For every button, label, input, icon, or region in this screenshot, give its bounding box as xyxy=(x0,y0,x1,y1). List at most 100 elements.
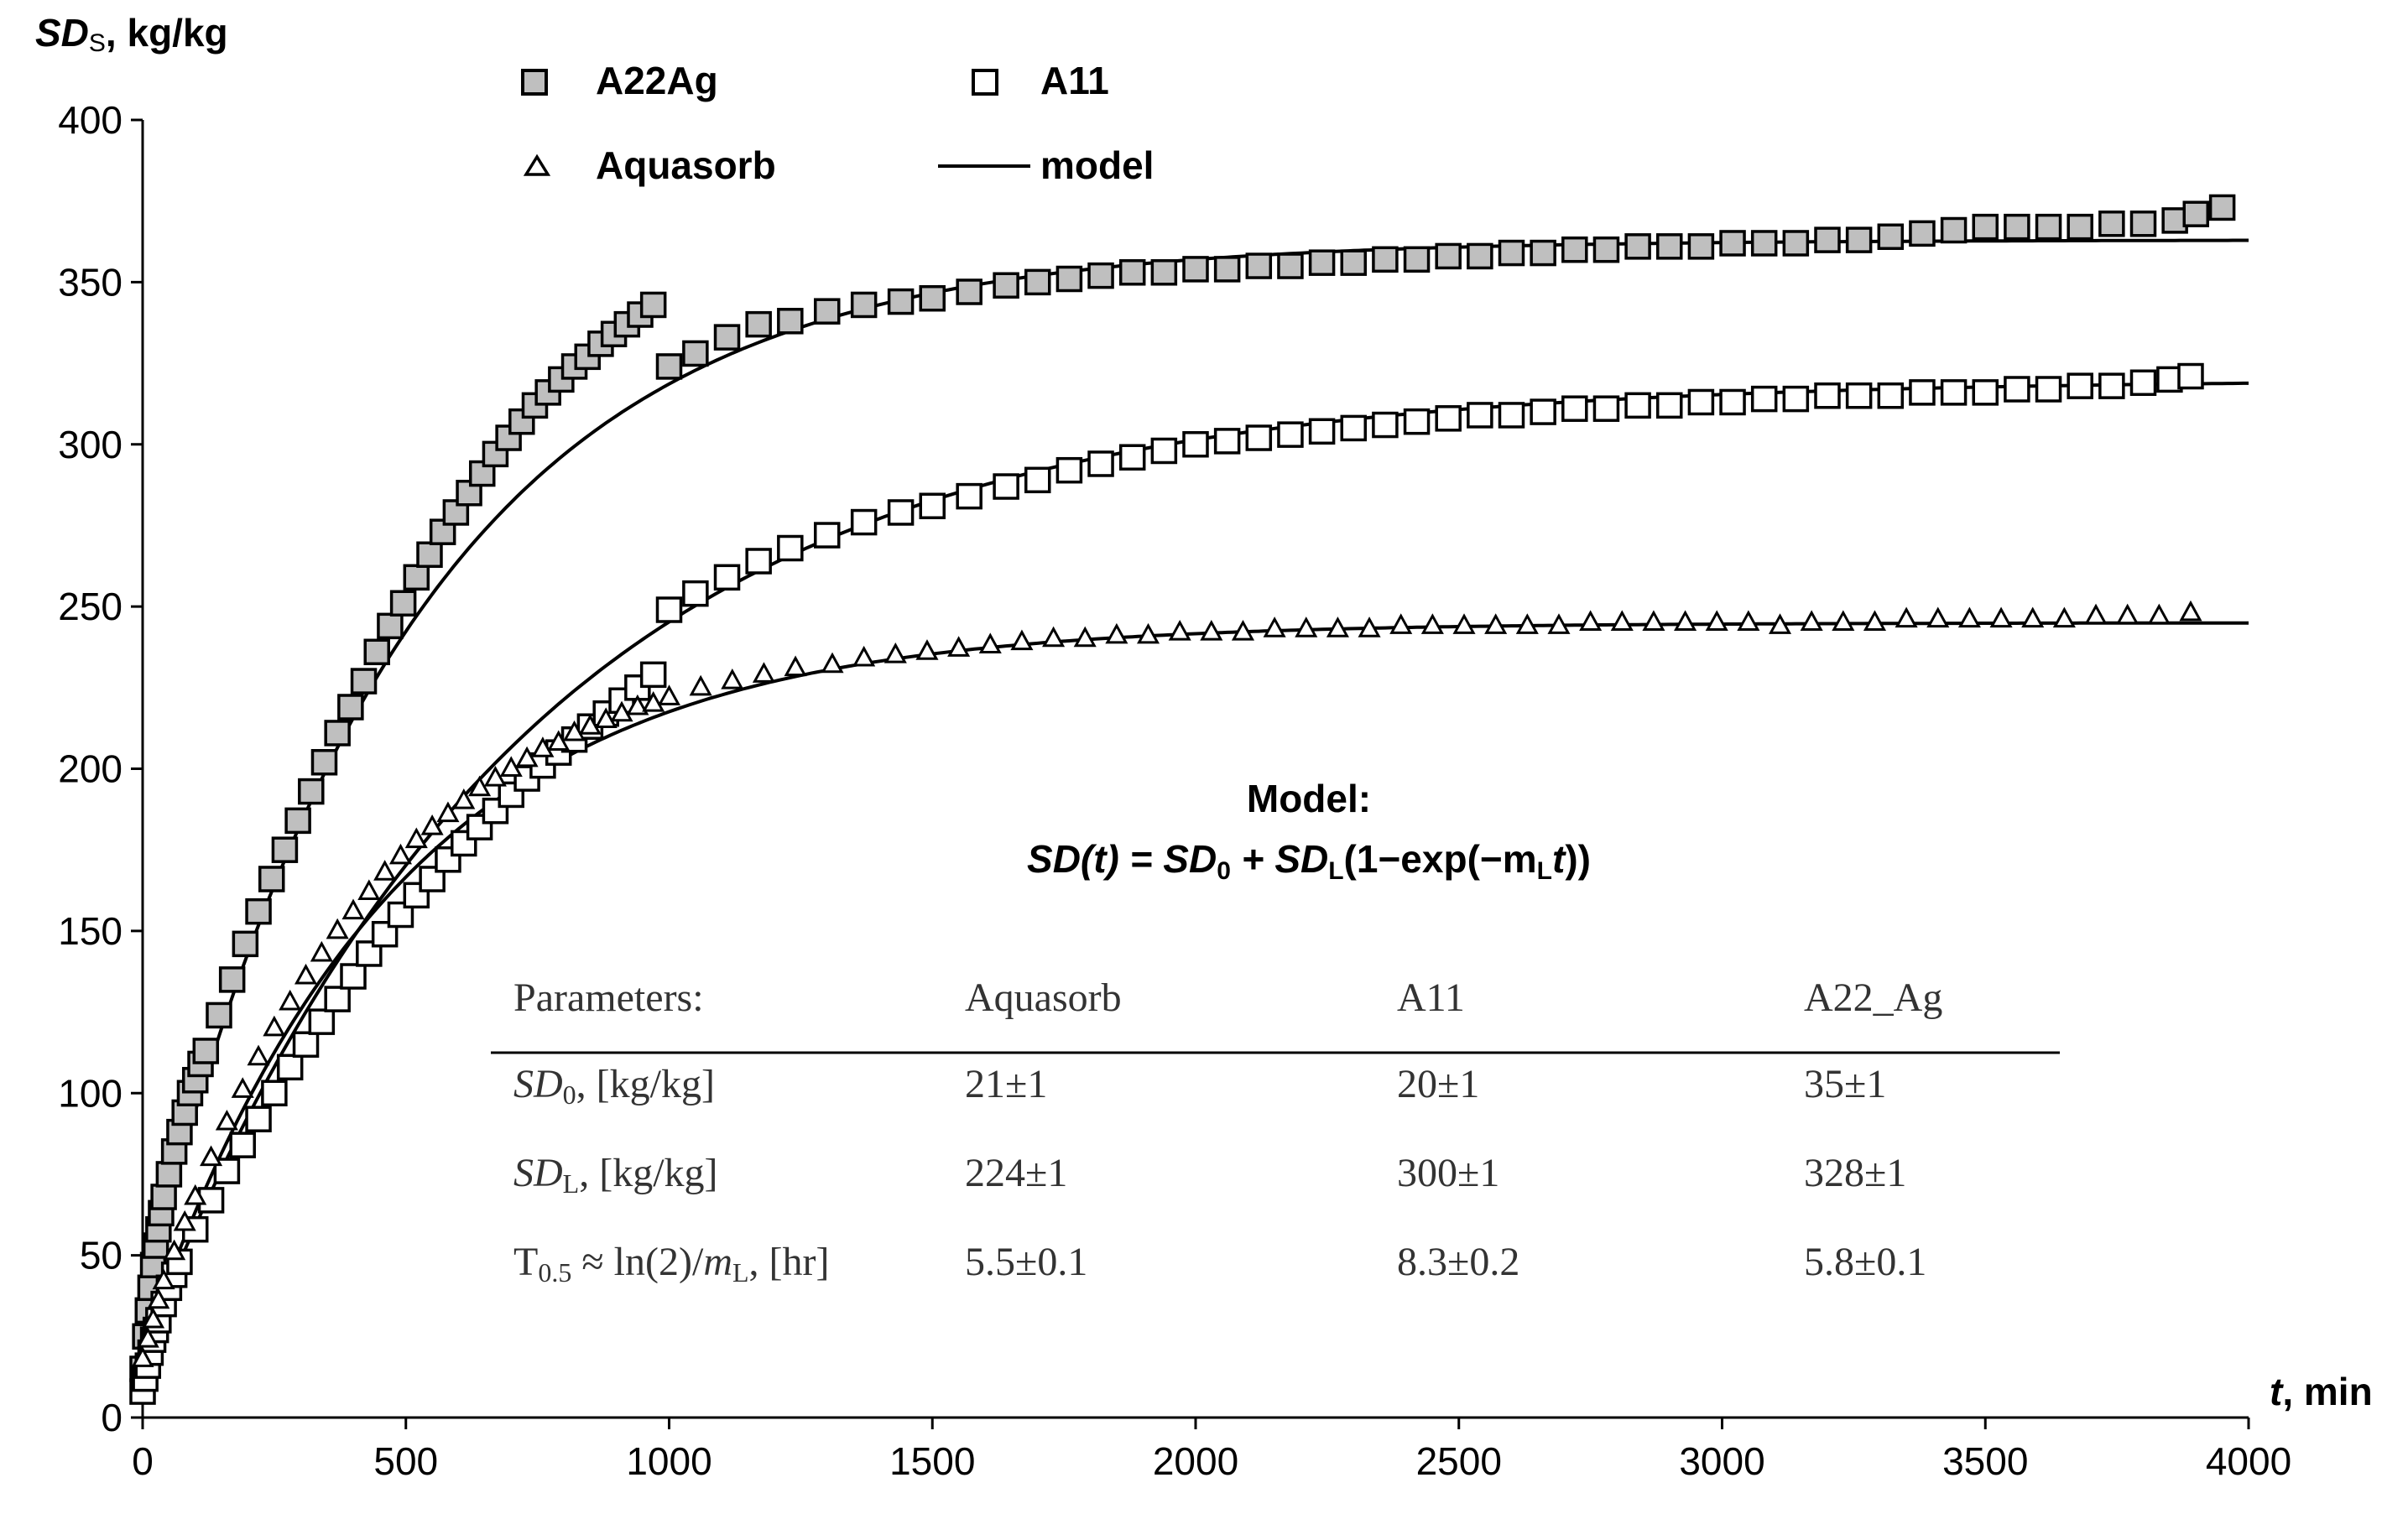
table-header-parameters: Parameters: xyxy=(513,976,704,1020)
data-point xyxy=(1592,395,1620,422)
data-point xyxy=(956,278,982,305)
formula-plus: + SD xyxy=(1231,837,1328,881)
data-point xyxy=(745,548,772,575)
data-point xyxy=(850,508,878,536)
data-point xyxy=(276,1054,304,1081)
table-row-t05-a11: 8.3±0.2 xyxy=(1397,1240,1519,1284)
data-point xyxy=(1750,230,1778,257)
data-point xyxy=(947,636,971,657)
formula-sub0: 0 xyxy=(1217,857,1231,885)
data-point xyxy=(1972,379,1999,406)
data-point xyxy=(499,756,523,777)
data-point xyxy=(2004,213,2030,241)
data-point xyxy=(192,1038,220,1064)
data-point xyxy=(639,661,667,689)
data-point xyxy=(642,691,665,712)
table-header-a11: A11 xyxy=(1397,976,1465,1020)
y-axis-title-unit: , kg/kg xyxy=(106,11,228,55)
data-point xyxy=(1782,385,1810,413)
data-point xyxy=(350,668,378,695)
data-point xyxy=(1200,619,1223,641)
y-tick-label: 50 xyxy=(80,1234,122,1277)
data-point xyxy=(142,1307,165,1329)
data-point xyxy=(1579,610,1603,631)
data-point xyxy=(919,492,946,519)
data-point xyxy=(1435,242,1462,270)
data-point xyxy=(1624,392,1651,419)
y-tick-label: 200 xyxy=(58,747,122,791)
legend-label-model: model xyxy=(1040,143,1154,187)
data-point xyxy=(2052,606,2076,628)
data-point xyxy=(1087,262,1114,289)
data-point xyxy=(231,1077,254,1098)
data-point xyxy=(1498,402,1525,429)
x-tick-label: 1000 xyxy=(626,1439,711,1483)
data-point xyxy=(2067,372,2093,399)
data-point xyxy=(1674,610,1697,631)
data-point xyxy=(1420,613,1444,634)
data-point xyxy=(1530,239,1556,267)
data-point xyxy=(689,674,712,696)
data-point xyxy=(610,700,633,722)
data-point xyxy=(403,882,430,909)
legend-label-aquasorb: Aquasorb xyxy=(596,143,776,187)
data-point xyxy=(150,1184,177,1210)
data-point xyxy=(377,612,404,640)
data-point xyxy=(2098,211,2125,237)
y-tick-label: 150 xyxy=(58,909,122,953)
data-point xyxy=(324,720,351,747)
y-tick-label: 250 xyxy=(58,585,122,628)
data-point xyxy=(887,499,915,526)
data-point xyxy=(163,1239,186,1261)
model-annotation: Model: SD(t) = SD0 + SDL(1−exp(−mLt)) xyxy=(1027,777,1591,885)
data-point xyxy=(1087,450,1114,477)
data-point xyxy=(814,298,841,325)
y-tick-label: 350 xyxy=(58,260,122,304)
x-tick-label: 3000 xyxy=(1679,1439,1764,1483)
data-point xyxy=(324,986,351,1012)
data-point xyxy=(403,564,430,591)
data-point xyxy=(200,1145,223,1167)
data-point xyxy=(1610,610,1634,631)
data-point xyxy=(1452,613,1476,634)
data-point xyxy=(2129,369,2157,397)
data-point xyxy=(1498,239,1525,267)
data-point xyxy=(1687,388,1715,416)
data-point xyxy=(1561,236,1588,263)
data-point xyxy=(1909,220,1936,247)
data-point xyxy=(515,746,539,767)
data-point xyxy=(1055,265,1083,293)
x-tick-label: 500 xyxy=(373,1439,438,1483)
data-point xyxy=(1150,259,1178,286)
data-point xyxy=(1719,230,1746,257)
data-point xyxy=(284,807,311,835)
data-point xyxy=(1024,466,1051,494)
legend: A22Ag A11 Aquasorb model xyxy=(521,59,1154,187)
data-point xyxy=(1972,213,1999,241)
x-tick-label: 3500 xyxy=(1942,1439,2028,1483)
x-tick-label: 2000 xyxy=(1153,1439,1238,1483)
data-point xyxy=(777,534,804,562)
data-point xyxy=(340,963,367,990)
data-point xyxy=(1957,606,1981,628)
data-point xyxy=(337,694,364,721)
data-point xyxy=(2084,603,2108,625)
data-point xyxy=(1484,613,1508,634)
data-point xyxy=(713,564,741,591)
data-point xyxy=(852,645,876,667)
y-tick-label: 0 xyxy=(101,1396,122,1439)
parameter-table: Parameters: Aquasorb A11 A22_Ag SD0, [kg… xyxy=(491,976,2060,1288)
data-point xyxy=(2208,194,2236,221)
data-point xyxy=(1358,617,1381,637)
data-point xyxy=(1800,610,1823,631)
table-row-sdl-aquasorb: 224±1 xyxy=(965,1151,1067,1195)
data-point xyxy=(1389,613,1413,634)
data-point xyxy=(2004,376,2030,403)
data-point xyxy=(1136,622,1160,644)
data-point xyxy=(1624,233,1651,260)
data-point xyxy=(292,1031,320,1058)
data-point xyxy=(1308,418,1336,445)
data-point xyxy=(915,639,939,660)
data-point xyxy=(752,662,775,683)
y-tick-label: 400 xyxy=(58,98,122,142)
